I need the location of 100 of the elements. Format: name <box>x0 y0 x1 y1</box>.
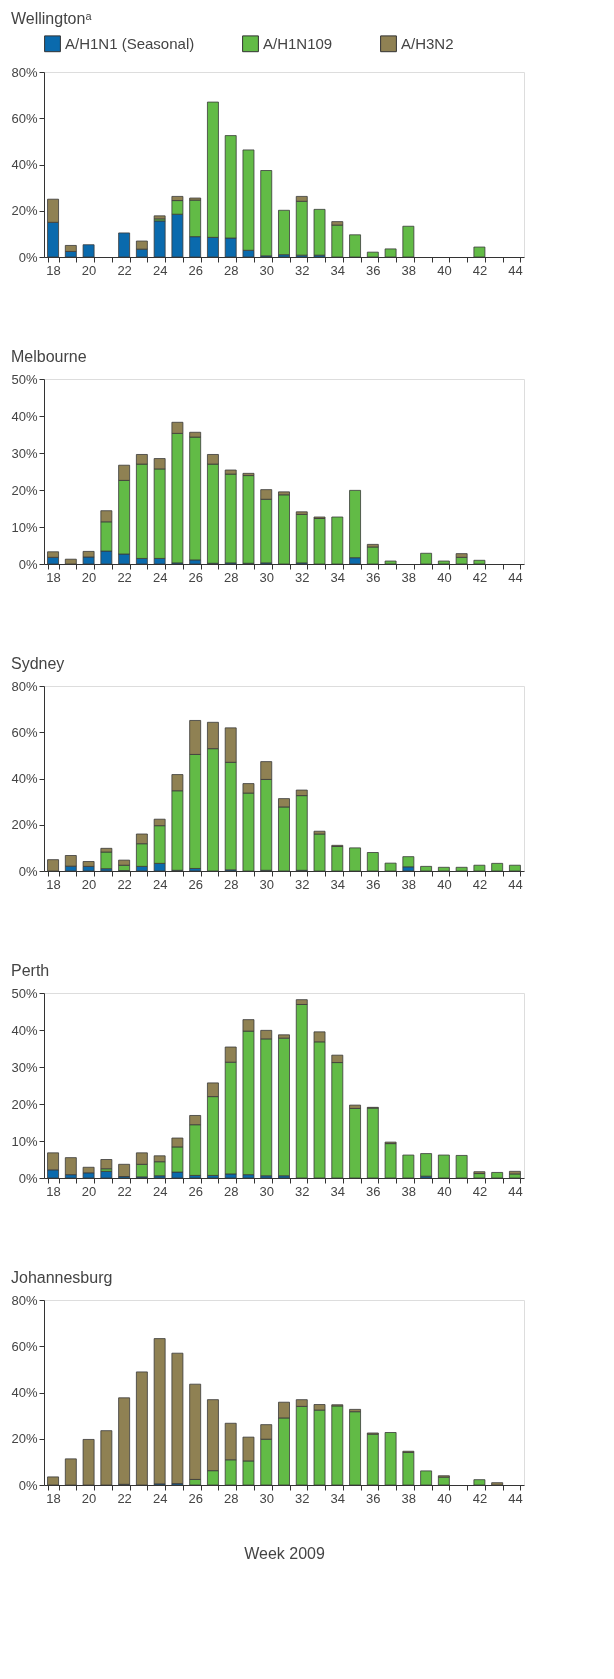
x-tick-label: 22 <box>117 262 132 278</box>
x-tick-label: 20 <box>81 1490 97 1506</box>
x-tick-label: 32 <box>295 262 310 278</box>
x-tick-label: 36 <box>366 569 381 585</box>
x-tick-label: 36 <box>366 1183 381 1199</box>
x-tick-label: 42 <box>472 569 488 585</box>
x-tick-label: 24 <box>152 569 168 585</box>
x-tick-label: 42 <box>472 1183 488 1199</box>
x-tick-label: 40 <box>437 262 452 278</box>
y-tick-label: 60% <box>11 1338 38 1354</box>
x-tick-label: 34 <box>330 262 346 278</box>
y-tick-label: 80% <box>11 678 38 694</box>
x-tick-label: 22 <box>117 569 132 585</box>
x-tick-label: 34 <box>330 1183 346 1199</box>
y-tick-label: 10% <box>11 1133 38 1149</box>
x-tick-label: 36 <box>366 262 381 278</box>
x-tick-label: 24 <box>152 1183 168 1199</box>
legend-label: A/H1N1 (Seasonal) <box>65 34 195 52</box>
x-tick-label: 22 <box>117 1490 132 1506</box>
y-tick-label: 0% <box>18 863 38 879</box>
x-tick-label: 38 <box>401 262 417 278</box>
chart-title: Johannesburg <box>10 1269 113 1286</box>
y-tick-label: 80% <box>11 64 38 80</box>
x-tick-label: 32 <box>295 1490 310 1506</box>
y-tick-label: 30% <box>11 1059 38 1075</box>
x-tick-label: 26 <box>188 1490 203 1506</box>
x-tick-label: 26 <box>188 569 203 585</box>
x-tick-label: 24 <box>152 1490 168 1506</box>
x-tick-label: 32 <box>295 876 310 892</box>
chart-title: Perth <box>10 962 50 979</box>
y-tick-label: 50% <box>11 371 38 387</box>
x-tick-label: 42 <box>472 262 488 278</box>
x-tick-label: 18 <box>46 569 61 585</box>
x-tick-label: 18 <box>46 1183 61 1199</box>
y-tick-label: 60% <box>11 724 38 740</box>
x-tick-label: 22 <box>117 1183 132 1199</box>
y-tick-label: 10% <box>11 519 38 535</box>
x-tick-label: 38 <box>401 569 417 585</box>
x-tick-label: 40 <box>437 876 452 892</box>
x-tick-label: 30 <box>259 262 274 278</box>
x-tick-label: 36 <box>366 1490 381 1506</box>
x-tick-label: 40 <box>437 1490 452 1506</box>
y-tick-label: 0% <box>18 1170 38 1186</box>
y-tick-label: 40% <box>11 1022 38 1038</box>
x-tick-label: 40 <box>437 1183 452 1199</box>
y-tick-label: 40% <box>11 157 38 172</box>
x-tick-label: 22 <box>117 876 132 892</box>
y-tick-label: 40% <box>11 1385 38 1400</box>
x-tick-label: 26 <box>188 262 203 278</box>
chart-title: Melbourne <box>10 348 87 365</box>
x-tick-label: 28 <box>223 1490 239 1506</box>
x-tick-label: 26 <box>188 876 203 892</box>
x-tick-label: 28 <box>223 876 239 892</box>
y-tick-label: 0% <box>18 249 38 265</box>
x-tick-label: 34 <box>330 876 346 892</box>
x-tick-label: 28 <box>223 1183 239 1199</box>
x-tick-label: 44 <box>508 569 523 585</box>
y-tick-label: 0% <box>18 1477 38 1493</box>
x-tick-label: 34 <box>330 1490 346 1506</box>
x-tick-label: 44 <box>508 1490 523 1506</box>
x-tick-label: 26 <box>188 1183 203 1199</box>
x-tick-label: 30 <box>259 569 274 585</box>
chart-title: Wellingtonᵃ <box>10 10 93 27</box>
x-tick-label: 30 <box>259 1183 274 1199</box>
x-tick-label: 38 <box>401 1490 417 1506</box>
y-tick-label: 80% <box>11 1292 38 1308</box>
x-tick-label: 38 <box>401 1183 417 1199</box>
x-tick-label: 20 <box>81 569 97 585</box>
x-tick-label: 28 <box>223 262 239 278</box>
x-tick-label: 36 <box>366 876 381 892</box>
y-tick-label: 20% <box>11 817 38 833</box>
x-tick-label: 20 <box>81 1183 97 1199</box>
y-tick-label: 0% <box>18 556 38 572</box>
x-tick-label: 34 <box>330 569 346 585</box>
x-axis-title: Week 2009 <box>244 1544 325 1562</box>
x-tick-label: 18 <box>46 262 61 278</box>
y-tick-label: 60% <box>11 110 38 126</box>
x-tick-label: 42 <box>472 1490 488 1506</box>
x-tick-label: 20 <box>81 262 97 278</box>
x-tick-label: 32 <box>295 569 310 585</box>
x-tick-label: 40 <box>437 569 452 585</box>
x-tick-label: 18 <box>46 1490 61 1506</box>
x-tick-label: 20 <box>81 876 97 892</box>
y-tick-label: 20% <box>11 482 38 498</box>
x-tick-label: 42 <box>472 876 488 892</box>
y-tick-label: 50% <box>11 985 38 1001</box>
y-tick-label: 40% <box>11 408 38 424</box>
x-tick-label: 32 <box>295 1183 310 1199</box>
x-tick-label: 44 <box>508 262 523 278</box>
x-tick-label: 44 <box>508 1183 523 1199</box>
legend-label: A/H3N2 <box>401 34 454 52</box>
x-tick-label: 30 <box>259 1490 274 1506</box>
legend-label: A/H1N109 <box>263 34 333 52</box>
x-tick-label: 28 <box>223 569 239 585</box>
y-tick-label: 20% <box>11 1096 38 1112</box>
x-tick-label: 38 <box>401 876 417 892</box>
x-tick-label: 44 <box>508 876 523 892</box>
chart-title: Sydney <box>10 655 65 672</box>
x-tick-label: 24 <box>152 262 168 278</box>
x-tick-label: 18 <box>46 876 61 892</box>
